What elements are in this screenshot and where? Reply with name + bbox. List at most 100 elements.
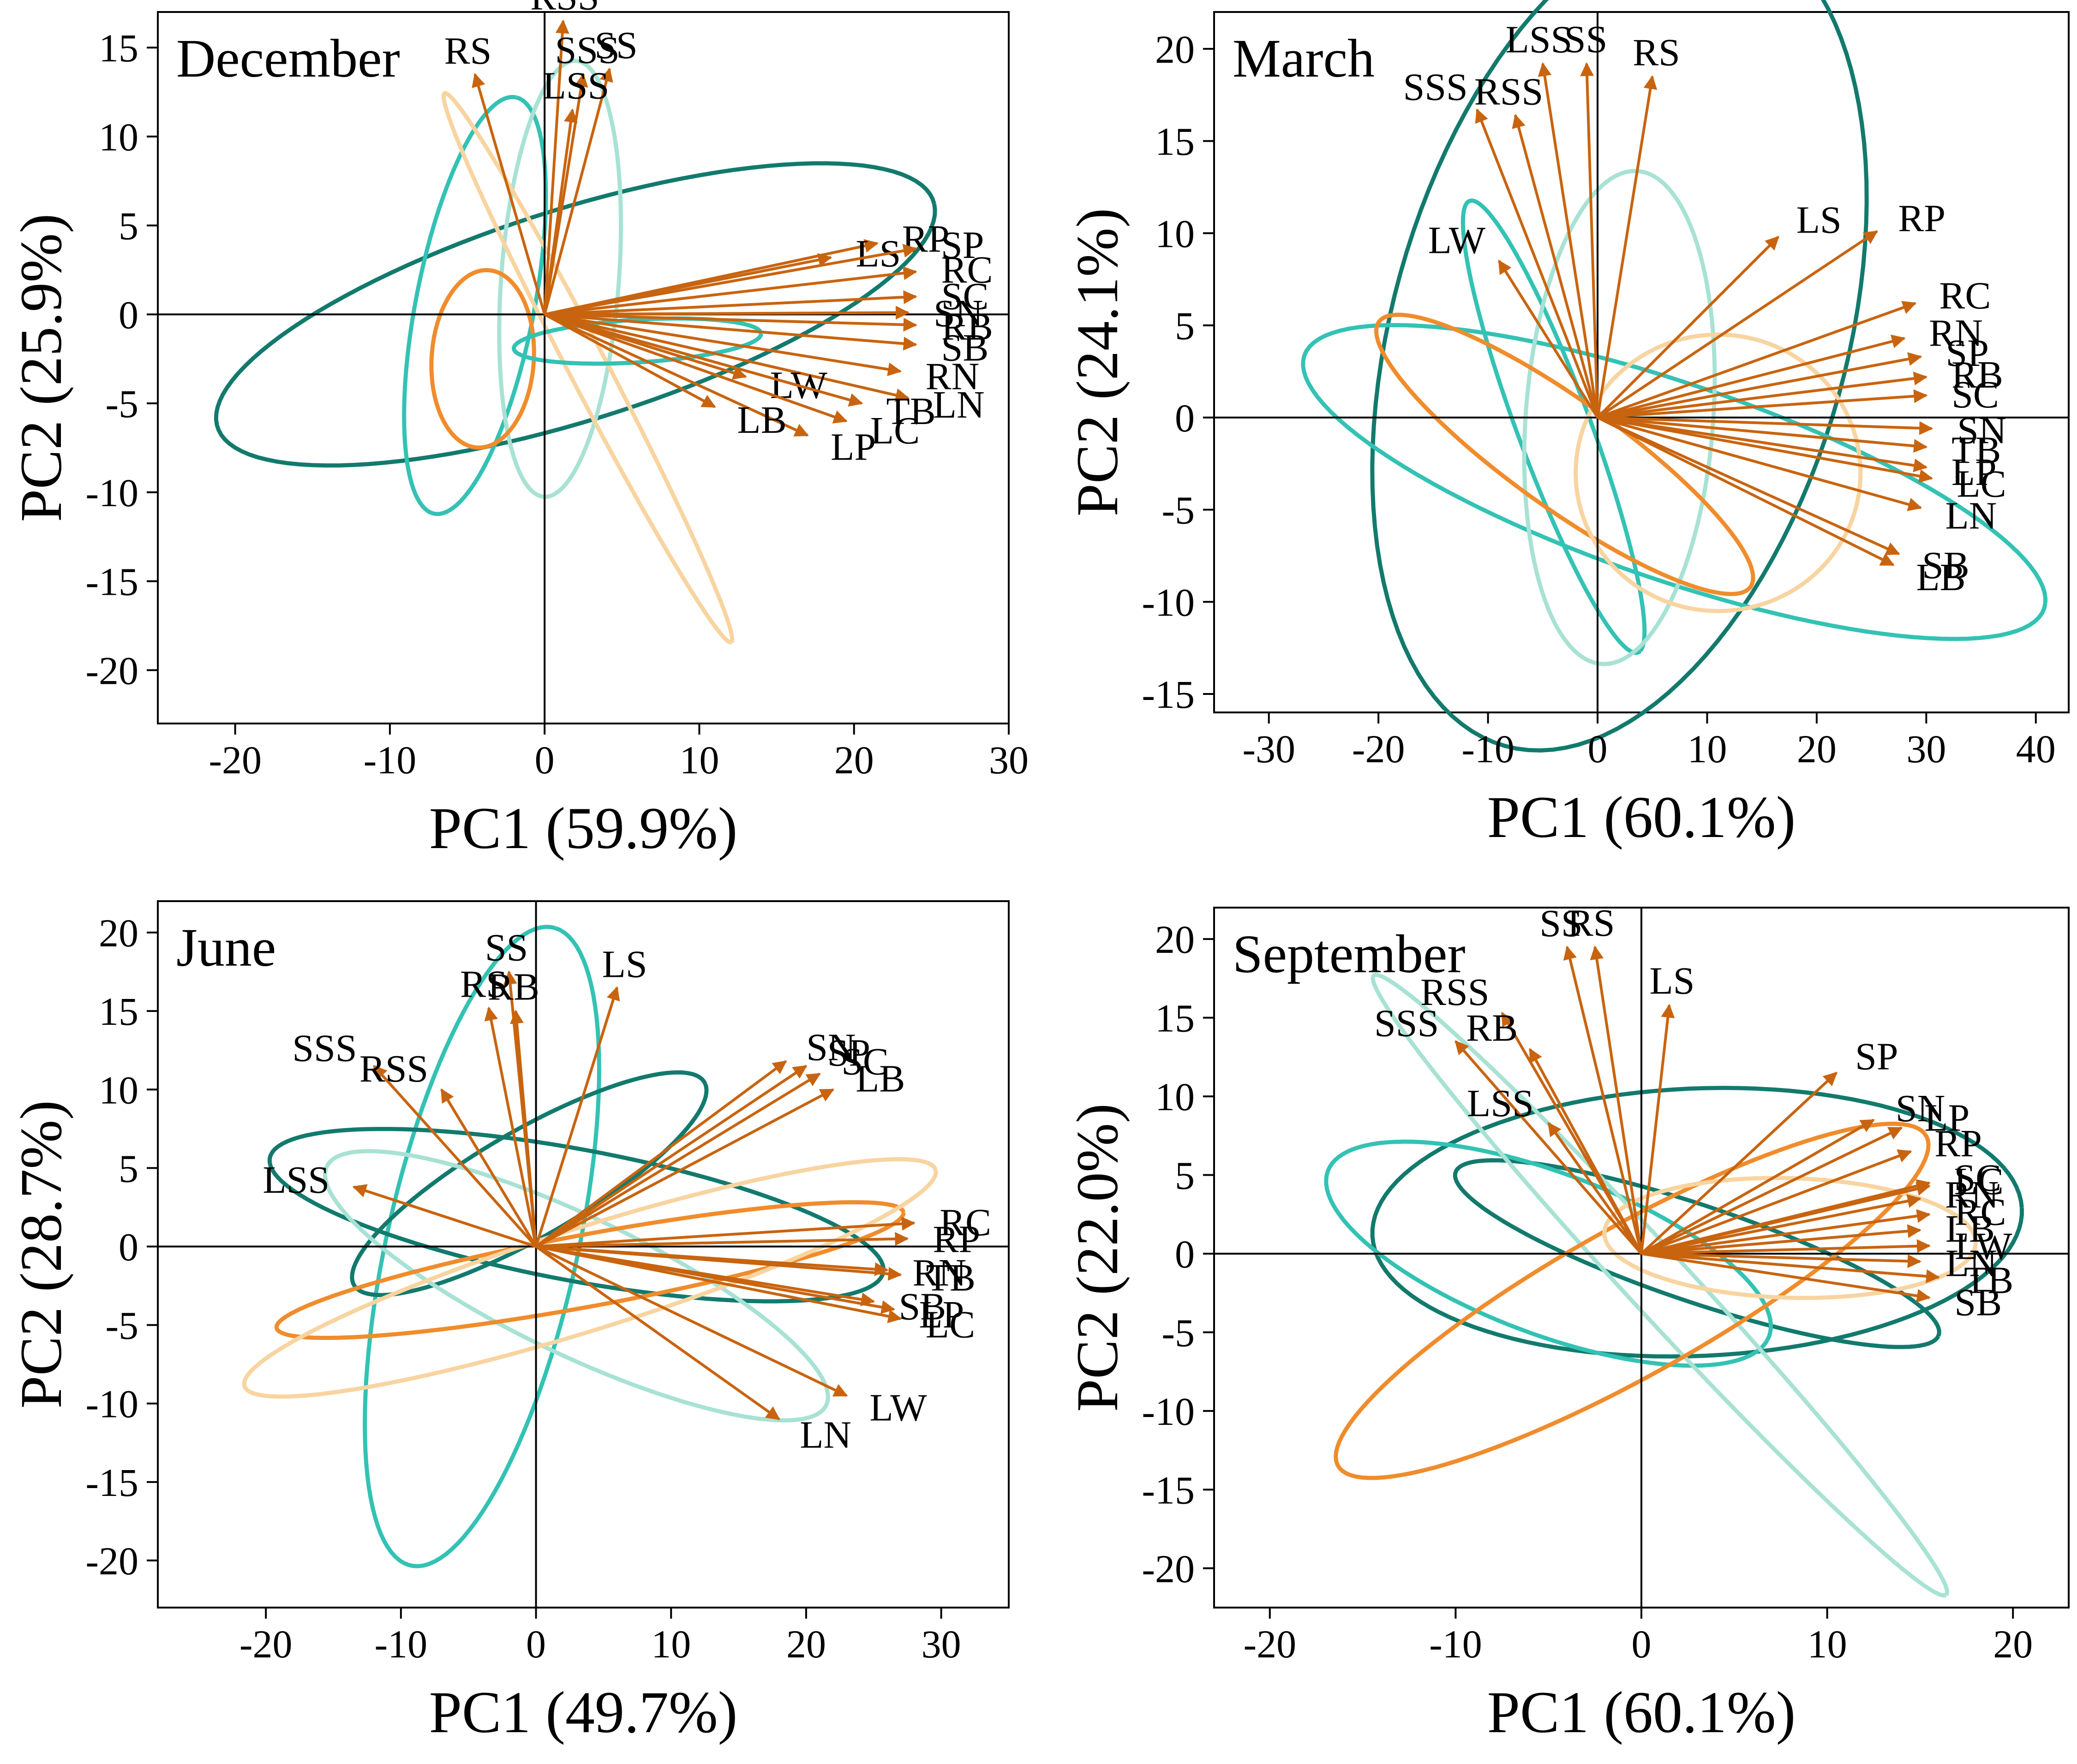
y-tick-label: 0	[1175, 1232, 1195, 1276]
loading-arrow-rc	[1597, 301, 1917, 419]
loading-arrow-rb	[1597, 371, 1928, 419]
loading-label-ln: LN	[1945, 494, 1997, 537]
y-tick-label: -10	[85, 1382, 138, 1426]
loading-label-rc: RC	[941, 249, 993, 292]
loading-arrow-lp	[544, 313, 809, 437]
loading-label-lw: LW	[869, 1387, 927, 1429]
group-ellipse-light_orange	[242, 1157, 938, 1399]
group-ellipse-dark_teal	[1370, 0, 1869, 753]
loading-label-ss: SS	[1564, 18, 1607, 61]
y-tick-label: 20	[1155, 27, 1195, 72]
loading-arrow-sp	[1597, 352, 1922, 419]
loading-label-lp: LP	[831, 425, 876, 468]
loading-arrow-rs	[472, 73, 546, 315]
loading-label-sn: SN	[1896, 1087, 1945, 1130]
group-ellipse-orange	[274, 1200, 906, 1340]
loading-arrow-sb	[1597, 416, 1900, 556]
y-tick-label: -20	[85, 1539, 138, 1583]
loading-label-rp: RP	[1934, 1122, 1982, 1165]
panel-title: September	[1233, 924, 1466, 984]
loading-arrow-lp	[1597, 416, 1928, 472]
loading-arrow-sp	[535, 1064, 808, 1248]
x-tick-label: 20	[1993, 1622, 2033, 1666]
x-tick-label: 0	[526, 1622, 546, 1666]
loading-arrow-ss	[1563, 945, 1643, 1254]
y-tick-label: -15	[85, 1460, 138, 1505]
loading-arrow-ls	[1596, 236, 1779, 419]
loading-label-ln: LN	[800, 1414, 851, 1457]
x-tick-label: 10	[1687, 727, 1727, 771]
loading-label-ln: LN	[933, 383, 985, 426]
loading-arrow-rp	[1597, 230, 1878, 419]
loading-arrow-sb	[1641, 1252, 1931, 1303]
loading-label-tb: TB	[926, 1256, 976, 1299]
loading-arrow-ln	[1641, 1252, 1921, 1268]
y-tick-label: -15	[1142, 672, 1195, 717]
x-tick-label: 20	[1797, 727, 1837, 771]
x-tick-label: 0	[535, 738, 555, 782]
loading-arrow-ss	[543, 67, 613, 315]
group-ellipse-light_orange	[441, 91, 735, 645]
y-tick-label: -10	[85, 471, 138, 515]
loading-label-sb: SB	[1954, 1281, 2002, 1324]
loading-arrow-lc	[1641, 1182, 1931, 1255]
y-tick-label: 5	[1175, 1154, 1195, 1198]
x-tick-label: 20	[834, 738, 874, 782]
loading-label-lss: LSS	[1467, 1082, 1534, 1125]
loading-label-lc: LC	[1954, 1160, 2004, 1203]
loading-arrow-lb	[535, 1088, 835, 1248]
loading-arrow-lb	[544, 313, 716, 408]
loading-label-lp: LP	[919, 1293, 964, 1336]
loading-label-lb: LB	[1916, 556, 1965, 599]
loading-label-ss: SS	[1539, 902, 1582, 945]
loading-arrow-rn	[1597, 335, 1906, 419]
x-tick-label: -10	[364, 738, 417, 782]
loading-arrow-ln	[1597, 416, 1922, 511]
panel-title: December	[176, 28, 400, 89]
loading-label-lss: LSS	[1506, 18, 1573, 61]
loading-label-tb: TB	[1964, 1259, 2013, 1302]
y-tick-label: 15	[99, 989, 138, 1034]
x-tick-label: -10	[1429, 1622, 1482, 1666]
y-tick-label: 10	[99, 115, 138, 159]
loading-arrow-rc	[1641, 1209, 1931, 1255]
loading-arrow-ls	[1640, 1004, 1675, 1254]
loading-arrow-rp	[1640, 1149, 1912, 1255]
y-axis-label: PC2 (24.1%)	[1065, 208, 1130, 516]
loading-label-rc: RC	[940, 1201, 991, 1244]
group-ellipse-light_orange	[1602, 1176, 1978, 1300]
loading-label-lc: LC	[926, 1304, 975, 1346]
loading-arrow-lss	[543, 108, 578, 315]
y-tick-label: 5	[119, 204, 138, 248]
loading-label-sn: SN	[934, 292, 983, 335]
y-tick-label: -10	[1142, 1389, 1195, 1434]
y-tick-label: 20	[99, 911, 138, 955]
x-axis-label: PC1 (60.1%)	[1487, 784, 1796, 850]
loading-label-tb: TB	[1951, 429, 2001, 472]
y-tick-label: 15	[99, 26, 138, 70]
loading-arrow-ls	[534, 986, 620, 1247]
loading-arrow-tb	[536, 1245, 902, 1281]
loading-arrow-rb	[510, 1010, 538, 1247]
loading-arrow-lss	[352, 1184, 537, 1248]
x-axis-label: PC1 (49.7%)	[429, 1680, 737, 1745]
loading-label-sn: SN	[1957, 409, 2006, 452]
x-axis-label: PC1 (59.9%)	[429, 795, 737, 861]
loading-label-sss: SSS	[1403, 66, 1468, 109]
loading-label-rs: RS	[460, 963, 508, 1005]
loading-arrow-sb	[544, 313, 917, 351]
plot-frame	[157, 11, 1010, 724]
y-tick-label: -20	[1142, 1547, 1195, 1591]
loading-label-sss: SSS	[1374, 1002, 1439, 1045]
y-tick-label: -5	[105, 382, 138, 426]
y-tick-label: 15	[1155, 996, 1195, 1040]
loading-label-sc: SC	[1954, 1156, 2001, 1199]
group-ellipse-light_orange	[1573, 332, 1863, 613]
loading-arrow-rc	[544, 266, 917, 316]
x-tick-label: 20	[786, 1622, 826, 1666]
loading-label-tb: TB	[886, 390, 935, 433]
loading-label-rp: RP	[1898, 197, 1945, 240]
loading-arrow-sc	[1597, 389, 1928, 419]
